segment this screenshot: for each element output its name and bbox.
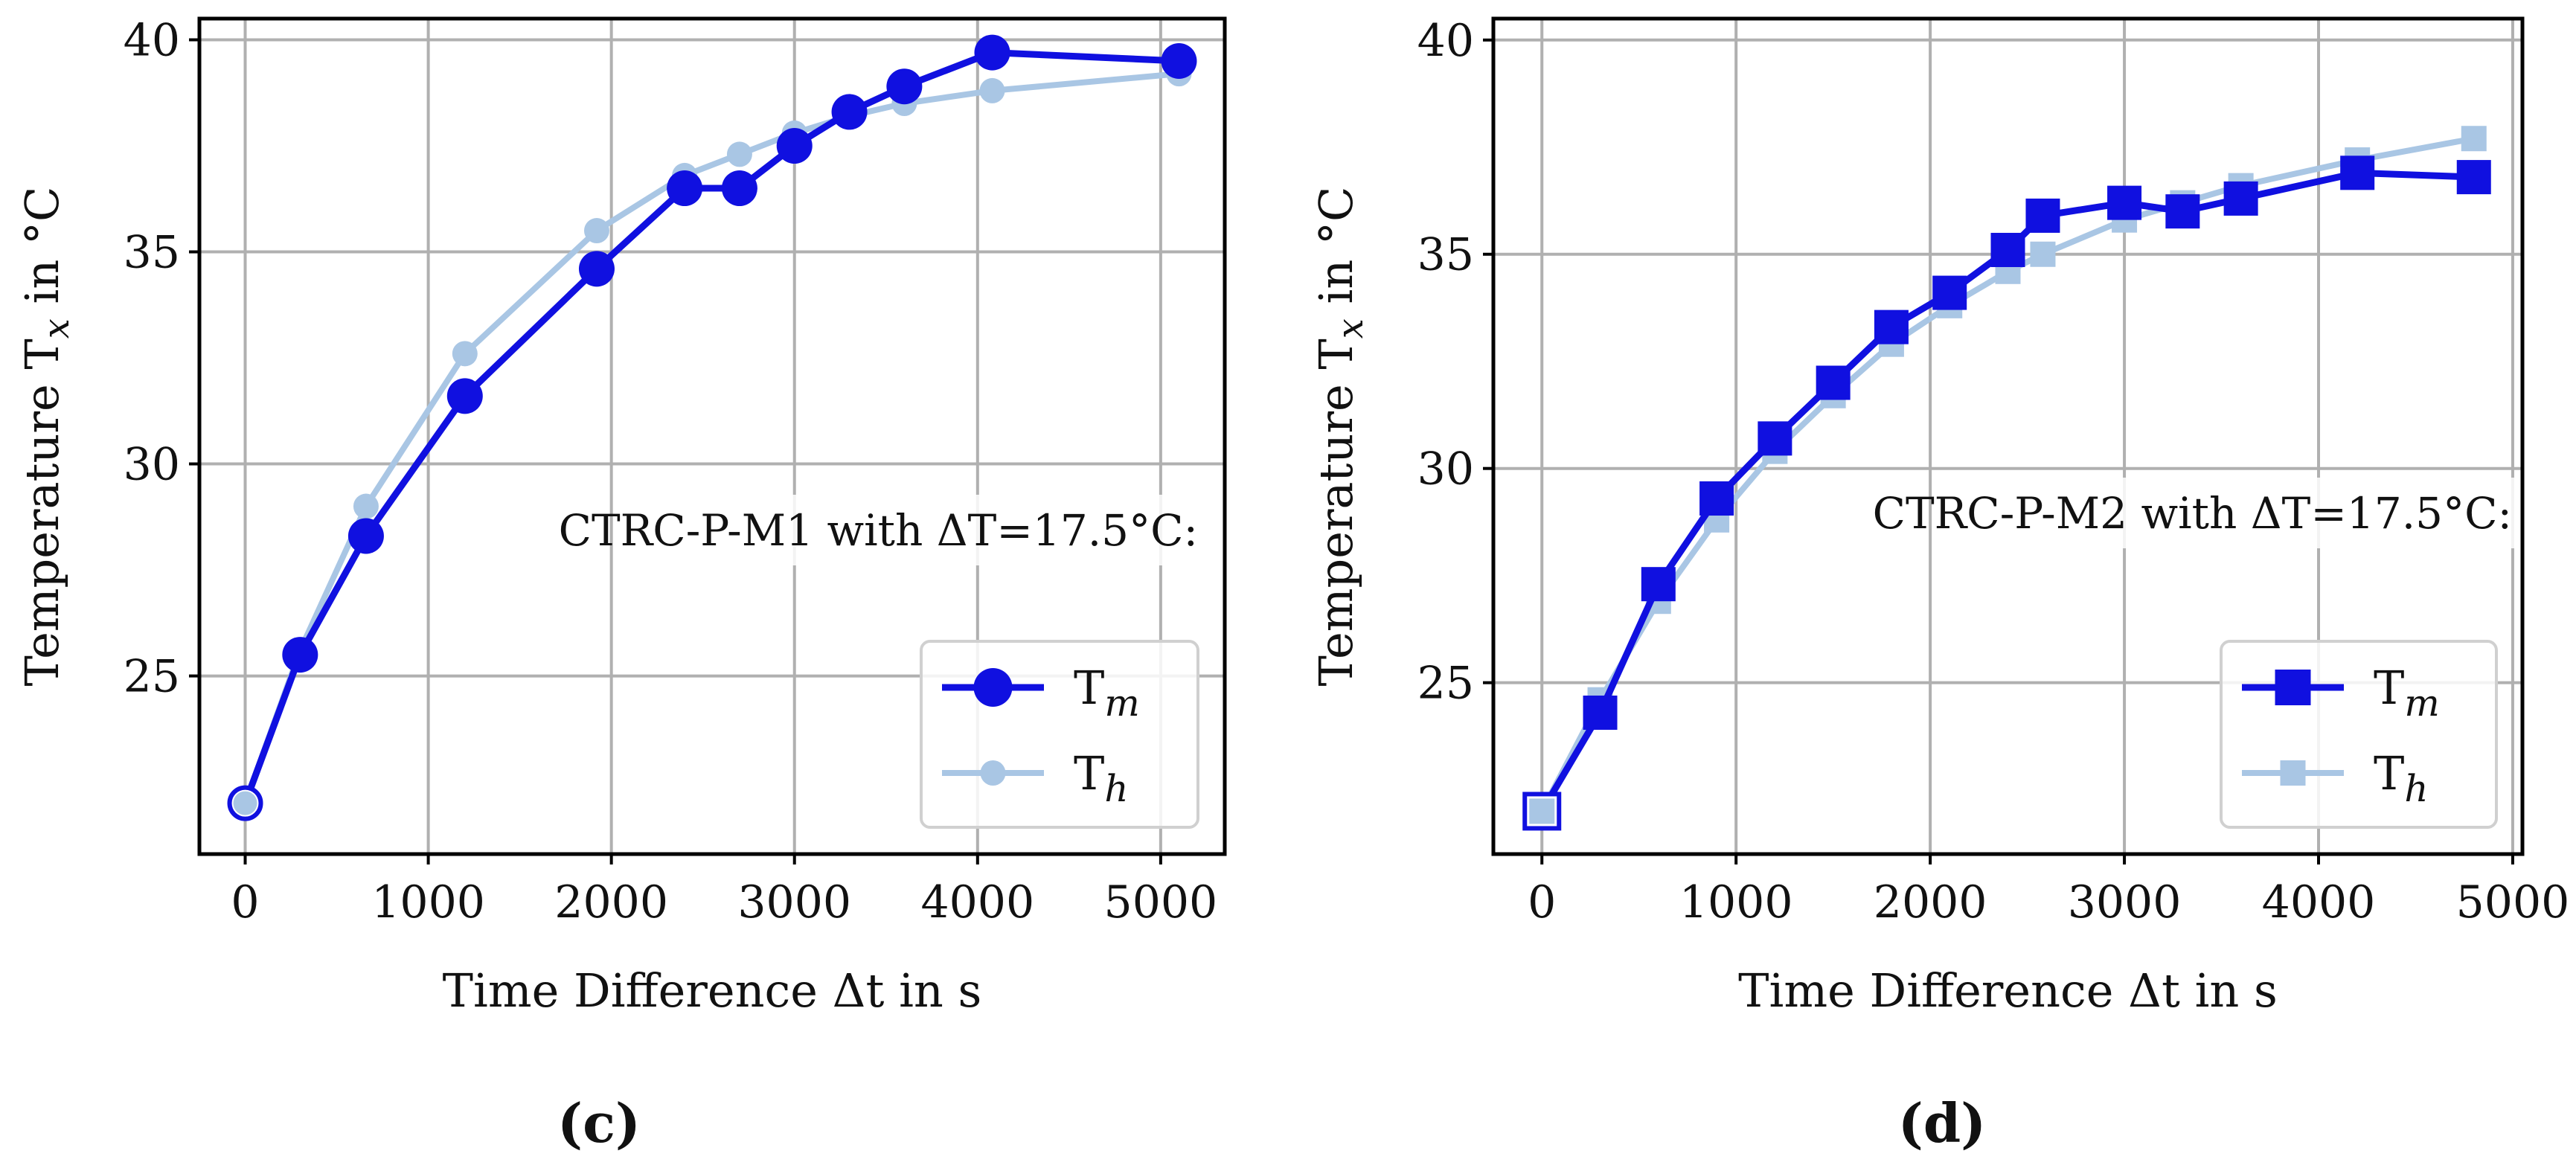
y-tick-label: 25 [124,651,180,703]
axes-frame [197,16,1227,856]
legend-label-Tm: Tm [2374,661,2440,725]
data-point-Th [2030,241,2056,267]
data-point-Tm [446,378,483,414]
data-point-Tm [2107,185,2142,220]
x-tick-label: 1000 [371,876,485,928]
data-point-Tm [2340,155,2375,190]
x-tick-label: 4000 [920,876,1034,928]
data-point-Tm [667,170,703,207]
legend-box [2220,640,2498,829]
x-tick-label: 3000 [2068,876,2182,928]
series-Tm [1522,155,2491,831]
legend-label-main: T [1074,661,1104,715]
panel-caption: (c) [557,1091,641,1155]
data-point-Tm [347,518,384,554]
data-point-Tm [578,251,615,287]
y-tick-label: 40 [1417,15,1474,67]
data-point-Th [2461,126,2487,152]
y-axis-label: Temperature Tx in °C [15,187,77,687]
chart-panel-c: 0 1000 2000 3000 4000 5000 25 30 35 40 CTRC-P-M1 w… [15,15,1227,1155]
x-axis-label: Time Difference Δt in s [443,963,982,1018]
y-axis-label-sub: x [36,318,77,339]
chart-panel-d: 0 1000 2000 3000 4000 5000 25 30 35 40 CTRC-P-M2 w… [1309,15,2569,1155]
x-axis-label: Time Difference Δt in s [1738,963,2278,1018]
data-point-Tm [2025,198,2060,233]
annotation: CTRC-P-M1 with ΔT=17.5°C: [559,495,1207,565]
data-point-Th [726,141,752,167]
y-tick-label: 35 [124,227,180,279]
y-tick-label: 30 [1417,443,1474,495]
data-point-Tm [2165,194,2200,229]
data-point-Tm [1932,275,1967,310]
data-point-Tm [1990,232,2025,267]
y-axis-label-main: Temperature T [1309,339,1363,686]
data-point-Tm [1699,481,1734,516]
data-point-Tm [721,170,757,207]
y-axis-label-sub: x [1330,318,1371,339]
legend-label-main: T [2374,746,2404,801]
legend-label-main: T [1074,746,1104,801]
data-point-Th [979,77,1005,103]
data-point-Th [583,218,609,244]
data-point-Tm [1816,365,1851,400]
legend-label-sub: h [1104,767,1128,810]
data-point-Tm [1874,309,1909,344]
x-tick-label: 0 [1528,876,1556,928]
data-point-Tm [1641,567,1676,602]
legend-marker-Tm [2275,670,2311,705]
legend-label-sub: h [2404,767,2428,810]
axes-frame [1491,16,2525,856]
legend-label-sub: m [2404,681,2439,725]
y-axis-label: Temperature Tx in °C [1309,187,1371,687]
legend-marker-Tm [973,668,1013,707]
x-tick-label: 0 [231,876,259,928]
y-tick-label: 30 [124,439,180,491]
legend-label-main: T [2374,661,2404,715]
y-tick-label: 35 [1417,229,1474,281]
data-point-Tm [1583,695,1618,730]
data-point-Tm [974,34,1010,71]
data-point-Tm [2223,181,2258,216]
legend-marker-Th [2280,760,2306,786]
data-point-Tm [1161,43,1197,80]
y-axis-label-main: Temperature T [15,339,69,686]
data-point-Tm [282,637,318,673]
annotation-box [723,495,1207,565]
legend-label-Tm: Tm [1074,661,1140,725]
y-tick-label: 40 [124,15,180,67]
legend-label-Th: Th [1074,746,1129,810]
data-point-Th [353,493,379,519]
annotation: CTRC-P-M2 with ΔT=17.5°C: [1873,478,2521,548]
annotation-text: CTRC-P-M1 with ΔT=17.5°C: [559,505,1198,556]
panel-caption: (d) [1898,1091,1986,1155]
annotation-text: CTRC-P-M2 with ΔT=17.5°C: [1873,488,2512,539]
data-point-Tm [831,94,868,130]
x-tick-label: 4000 [2262,876,2376,928]
annotation-box [2037,478,2521,548]
data-point-Tm [886,68,923,105]
data-point-Th-origin [233,791,257,815]
data-point-Tm [776,128,813,164]
x-tick-label: 5000 [2456,876,2570,928]
x-tick-label: 2000 [1874,876,1987,928]
x-tick-label: 2000 [554,876,668,928]
x-tick-label: 5000 [1104,876,1218,928]
y-tick-label: 25 [1417,658,1474,710]
y-axis-label-rest: in °C [15,187,69,319]
x-tick-label: 1000 [1679,876,1793,928]
legend-label-sub: m [1104,681,1139,725]
data-point-Th [452,341,478,367]
x-tick-label: 3000 [737,876,851,928]
legend-label-Th: Th [2374,746,2429,810]
series-Tm [227,34,1197,821]
data-point-Th-origin [1529,798,1555,824]
legend-marker-Th [980,760,1006,786]
data-point-Tm [1758,421,1792,456]
data-point-Tm [2456,160,2491,195]
y-axis-label-rest: in °C [1309,187,1363,319]
legend-box [920,640,1199,829]
